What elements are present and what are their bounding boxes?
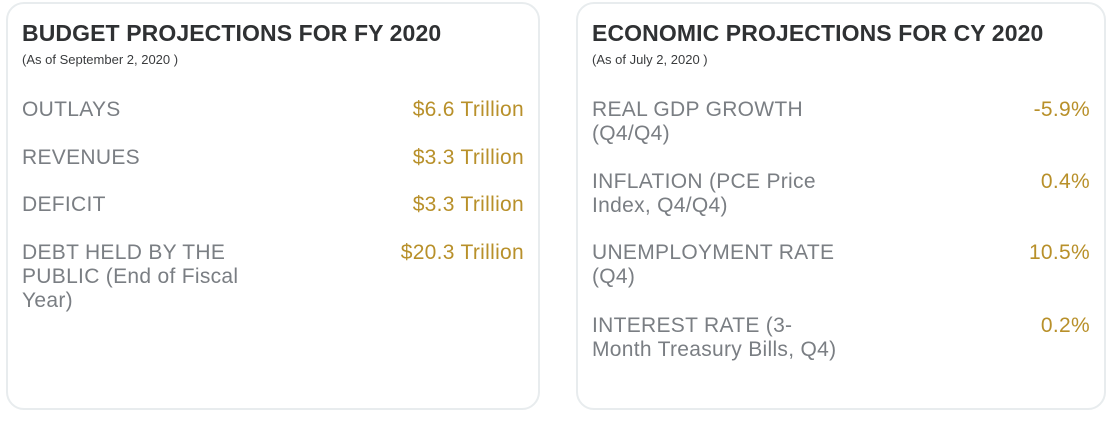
budget-row-label: DEBT HELD BY THE PUBLIC (End of Fiscal Y…	[22, 241, 239, 312]
economic-row-value: -5.9%	[1033, 98, 1090, 121]
budget-projections-card: BUDGET PROJECTIONS FOR FY 2020 (As of Se…	[6, 2, 540, 410]
economic-row-value: 0.4%	[1040, 170, 1090, 193]
economic-row-label: INTEREST RATE (3-Month Treasury Bills, Q…	[592, 314, 837, 361]
budget-row-value: $6.6 Trillion	[412, 98, 524, 121]
budget-card-title: BUDGET PROJECTIONS FOR FY 2020	[22, 20, 442, 46]
economic-row-label: REAL GDP GROWTH (Q4/Q4)	[592, 98, 804, 145]
economic-row-value: 10.5%	[1028, 241, 1090, 264]
economic-row-label: INFLATION (PCE Price Index, Q4/Q4)	[592, 170, 816, 217]
economic-row-label: UNEMPLOYMENT RATE (Q4)	[592, 241, 835, 288]
budget-row-label: OUTLAYS	[22, 98, 121, 121]
budget-row-label: REVENUES	[22, 146, 140, 169]
budget-row-label: DEFICIT	[22, 193, 106, 216]
budget-row-value: $20.3 Trillion	[400, 241, 524, 264]
budget-card-date: (As of September 2, 2020 )	[22, 52, 179, 67]
economic-card-title: ECONOMIC PROJECTIONS FOR CY 2020	[592, 20, 1044, 46]
economic-card-date: (As of July 2, 2020 )	[592, 52, 708, 67]
budget-row-value: $3.3 Trillion	[412, 193, 524, 216]
economic-projections-card: ECONOMIC PROJECTIONS FOR CY 2020 (As of …	[576, 2, 1106, 410]
budget-row-value: $3.3 Trillion	[412, 146, 524, 169]
economic-row-value: 0.2%	[1040, 314, 1090, 337]
